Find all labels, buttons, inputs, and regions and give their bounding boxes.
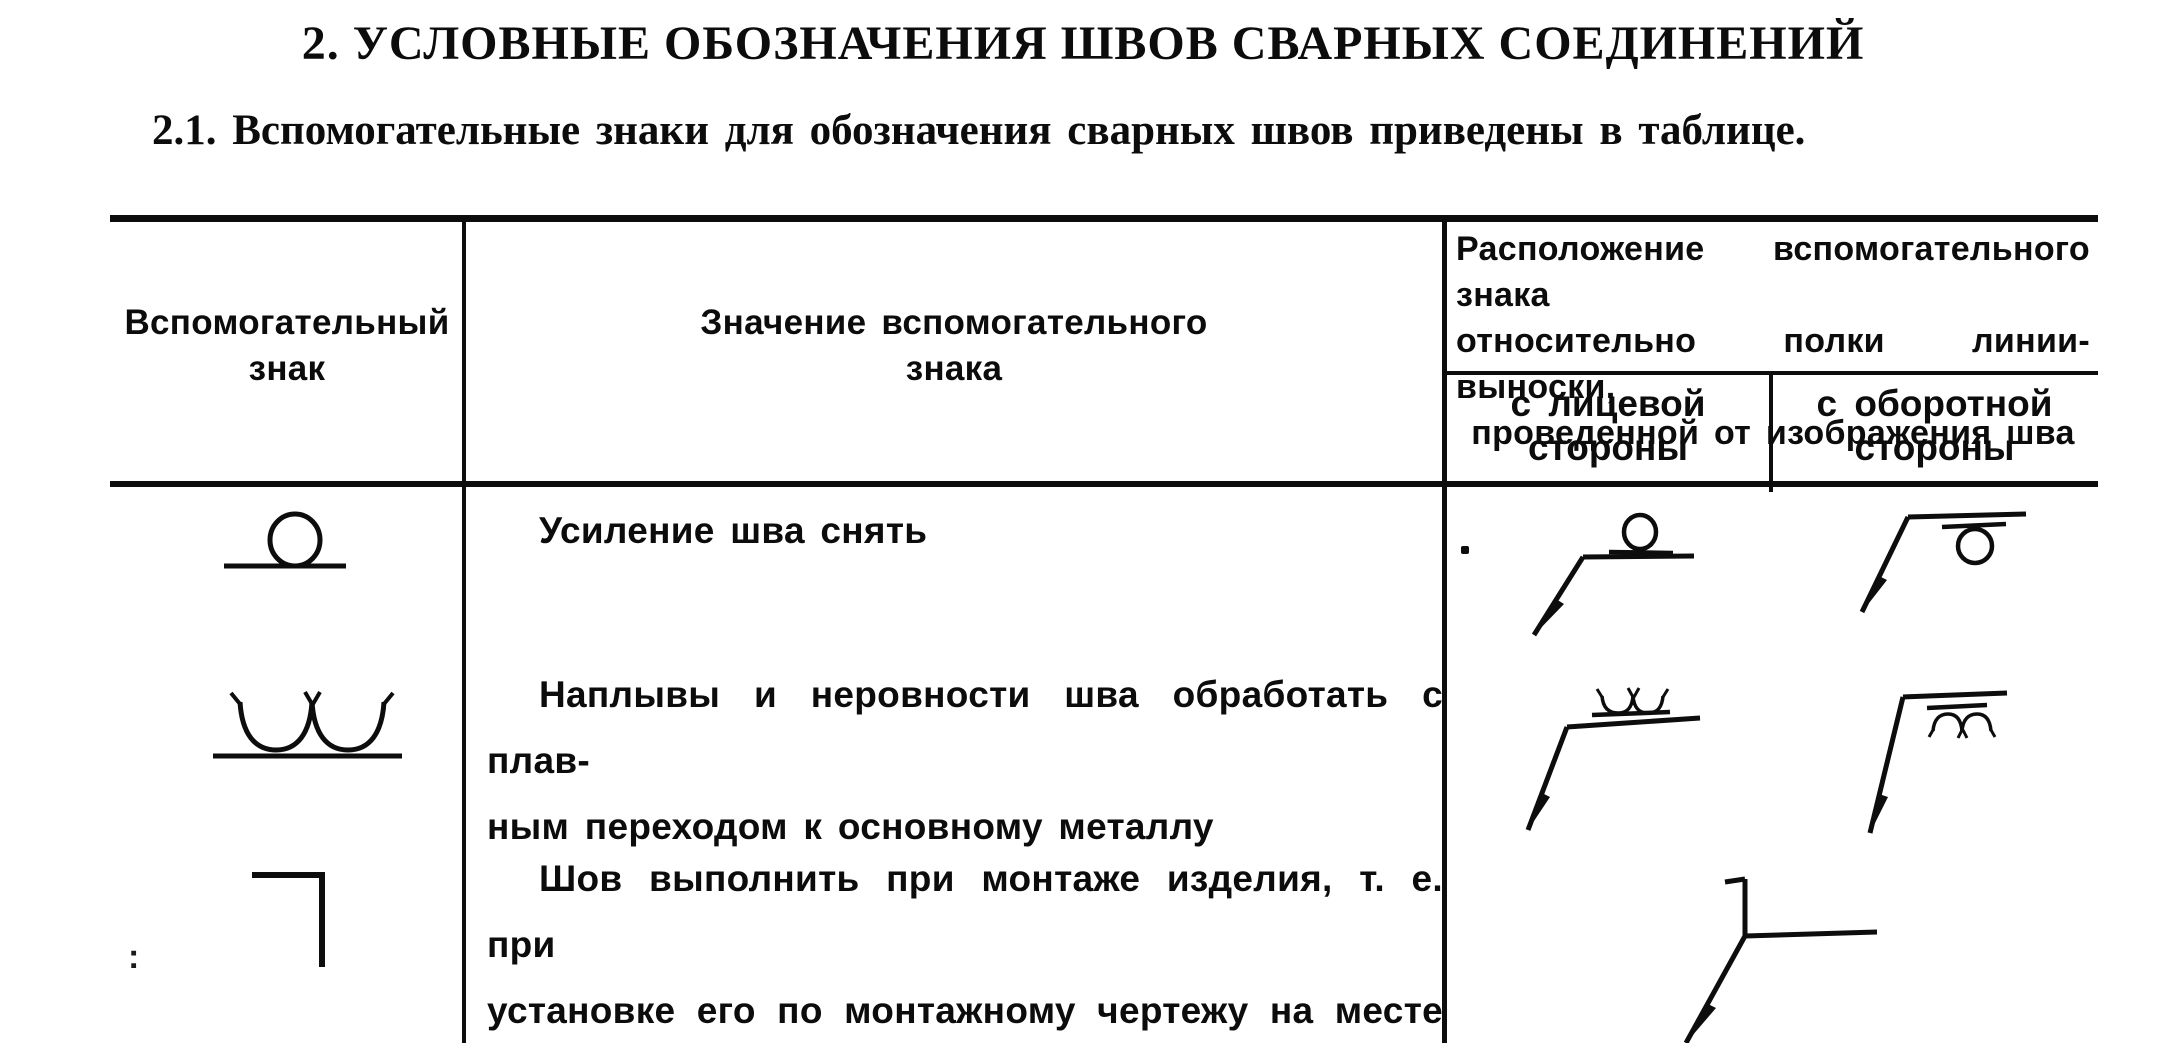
header-line: стороны bbox=[1528, 427, 1688, 468]
table-top-border bbox=[110, 215, 2098, 222]
meaning-line: Шов выполнить при монтаже изделия, т. е.… bbox=[487, 858, 1443, 965]
col-header-auxiliary-sign: Вспомогательный знак bbox=[112, 300, 462, 392]
combined-symbol-site-weld-icon bbox=[1683, 876, 1878, 1043]
meaning-line: установке его по монтажному чертежу на м… bbox=[487, 990, 1443, 1031]
col-header-sign-location: Расположение вспомогательного знака отно… bbox=[1456, 226, 2090, 456]
header-line: с оборотной bbox=[1816, 383, 2053, 424]
header-line: Значение вспомогательного bbox=[700, 303, 1208, 342]
row-meaning: Шов выполнить при монтаже изделия, т. е.… bbox=[487, 846, 1443, 1043]
meaning-line: ным переходом к основному металлу bbox=[487, 806, 1214, 847]
table-subcolumn-divider bbox=[1769, 373, 1773, 492]
row-meaning: Наплывы и неровности шва обработать с пл… bbox=[487, 662, 1443, 860]
meaning-line: Наплывы и неровности шва обработать с пл… bbox=[487, 674, 1443, 781]
header-line: Расположение вспомогательного знака bbox=[1456, 230, 2090, 314]
header-line: относительно полки линии-выноски, bbox=[1456, 322, 2090, 406]
header-line: Вспомогательный bbox=[124, 303, 450, 342]
reverse-symbol-remove-reinforcement-icon bbox=[1859, 511, 2027, 614]
subheader-reverse-side: с оборотной стороны bbox=[1771, 382, 2098, 470]
site-weld-sign-icon bbox=[252, 872, 325, 967]
smooth-transition-sign-icon bbox=[213, 690, 402, 759]
clause-2-1-text: 2.1. Вспомогательные знаки для обозначен… bbox=[152, 107, 1806, 154]
scan-speck-colon: : bbox=[128, 938, 140, 976]
table-vertical-rule-2 bbox=[1442, 215, 1447, 1043]
meaning-line: Усиление шва снять bbox=[539, 510, 928, 551]
face-symbol-smooth-transition-icon bbox=[1525, 687, 1701, 831]
remove-reinforcement-sign-icon bbox=[224, 511, 346, 569]
section-title: 2. УСЛОВНЫЕ ОБОЗНАЧЕНИЯ ШВОВ СВАРНЫХ СОЕ… bbox=[301, 17, 1865, 70]
col-header-sign-meaning: Значение вспомогательного знака bbox=[466, 300, 1442, 392]
face-symbol-remove-reinforcement-icon bbox=[1531, 512, 1695, 637]
table-vertical-rule-1 bbox=[462, 215, 466, 1043]
header-line: проведенной от изображения шва bbox=[1471, 414, 2075, 452]
scan-speck-dot bbox=[1461, 546, 1469, 554]
reverse-symbol-smooth-transition-icon bbox=[1867, 690, 2008, 834]
table-header-bottom-rule bbox=[110, 481, 2098, 487]
header-line: знака bbox=[905, 349, 1003, 388]
subheader-face-side: с лицевой стороны bbox=[1447, 382, 1769, 470]
row-meaning: Усиление шва снять bbox=[487, 498, 1443, 564]
header-line: стороны bbox=[1854, 427, 2015, 468]
header-line: с лицевой bbox=[1510, 383, 1706, 424]
header-line: знак bbox=[248, 349, 326, 388]
